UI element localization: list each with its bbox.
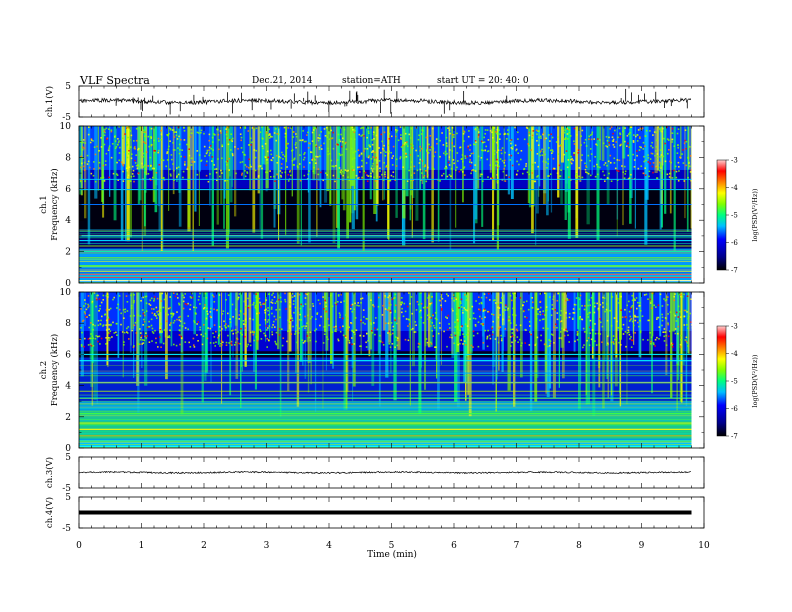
ch1-spectrogram-ylabel: Frequency (kHz)	[49, 168, 60, 240]
time-tick-6: 6	[451, 541, 457, 551]
ch2-spectrogram-ytick-0: 0	[65, 444, 71, 454]
ch3-waveform-ylabel: ch.3(V)	[44, 457, 55, 488]
ch2-spectrogram-ytick-4: 4	[65, 382, 71, 392]
ch1-spectrogram-ytick-2: 2	[65, 248, 71, 258]
time-tick-10: 10	[698, 541, 710, 551]
ch1-spectrogram-panel: 0 2 4 6 8 10 ch.1 Frequency (kHz)	[39, 122, 705, 289]
ch2-spectrogram-colorbar-tick--5: -5	[731, 378, 738, 386]
ch1-spectrogram-colorbar-tick--6: -6	[731, 239, 738, 247]
ch3-waveform-ytick-bottom: -5	[62, 484, 71, 494]
ch2-spectrogram-ytick-6: 6	[65, 350, 71, 360]
ch4-waveform-ytick-top: 5	[65, 493, 71, 503]
time-tick-2: 2	[201, 541, 207, 551]
start-time-label: start UT = 20: 40: 0	[437, 76, 529, 86]
ch4-waveform-ytick-bottom: -5	[62, 524, 71, 534]
ch2-spectrogram-colorbar-tick--6: -6	[731, 405, 738, 413]
time-tick-3: 3	[264, 541, 270, 551]
station-label: station=ATH	[342, 76, 401, 86]
ch2-spectrogram-channel-label: ch.2	[39, 361, 49, 379]
ch2-spectrogram-ytick-10: 10	[60, 288, 72, 298]
ch4-waveform-trace	[79, 510, 692, 515]
ch1-spectrogram-colorbar-label: log(PSD(V²/Hz))	[751, 188, 759, 241]
ch1-spectrogram-colorbar-tick--3: -3	[731, 157, 738, 165]
ch4-waveform-ylabel: ch.4(V)	[44, 497, 55, 528]
date-label: Dec.21, 2014	[252, 76, 313, 86]
time-tick-8: 8	[576, 541, 582, 551]
time-tick-4: 4	[326, 541, 332, 551]
ch1-spectrogram-ytick-0: 0	[65, 279, 71, 289]
ch2-spectrogram-colorbar-tick--4: -4	[731, 350, 738, 358]
ch1-spectrogram-colorbar-tick--5: -5	[731, 212, 738, 220]
ch1-spectrogram-ytick-4: 4	[65, 216, 71, 226]
ch2-spectrogram-panel: 0 2 4 6 8 10 ch.2 Frequency (kHz)	[39, 288, 705, 454]
ch1-spectrogram-channel-label: ch.1	[39, 195, 49, 213]
ch1-spectrogram-ytick-6: 6	[65, 185, 71, 195]
ch3-waveform-ytick-top: 5	[65, 453, 71, 463]
ch1-colorbar: -3 -4 -5 -6 -7 log(PSD(V²/Hz))	[716, 157, 759, 275]
ch2-spectrogram-ylabel: Frequency (kHz)	[49, 334, 60, 406]
ch2-spectrogram-ytick-8: 8	[65, 319, 71, 329]
time-tick-5: 5	[389, 541, 395, 551]
ch1-spectrogram-colorbar-bar	[716, 159, 727, 271]
ch1-waveform-ytick-top: 5	[65, 82, 71, 92]
ch2-spectrogram-colorbar-label: log(PSD(V²/Hz))	[751, 354, 759, 407]
ch1-waveform-panel: 5 -5 ch.1(V)	[44, 82, 705, 123]
ch1-waveform-ytick-bottom: -5	[62, 113, 71, 123]
ch1-spectrogram-image	[79, 126, 694, 283]
ch1-waveform-trace	[78, 97, 692, 106]
ch2-colorbar: -3 -4 -5 -6 -7 log(PSD(V²/Hz))	[716, 323, 759, 441]
time-tick-7: 7	[514, 541, 520, 551]
ch3-waveform-trace	[78, 470, 691, 475]
ch2-spectrogram-colorbar-bar	[716, 325, 727, 437]
ch2-spectrogram-image	[79, 292, 693, 448]
figure-title: VLF Spectra	[79, 74, 150, 87]
ch1-spectrogram-colorbar-tick--4: -4	[731, 184, 738, 192]
ch1-spectrogram-ytick-10: 10	[60, 122, 72, 132]
ch2-spectrogram-ytick-2: 2	[65, 413, 71, 423]
ch3-waveform-panel: 5 -5 ch.3(V)	[44, 453, 705, 494]
time-axis: 0 1 2 3 4 5 6 7 8 9 10	[76, 541, 710, 551]
ch4-waveform-panel: 5 -5 ch.4(V)	[44, 493, 705, 534]
ch1-waveform-ylabel: ch.1(V)	[44, 86, 55, 117]
ch2-spectrogram-colorbar-tick--3: -3	[731, 323, 738, 331]
ch1-spectrogram-ytick-8: 8	[65, 153, 71, 163]
ch1-spectrogram-colorbar-tick--7: -7	[731, 267, 738, 275]
time-tick-9: 9	[639, 541, 645, 551]
ch2-spectrogram-colorbar-tick--7: -7	[731, 433, 738, 441]
time-axis-label: Time (min)	[367, 549, 417, 560]
time-tick-0: 0	[76, 541, 82, 551]
time-tick-1: 1	[139, 541, 145, 551]
